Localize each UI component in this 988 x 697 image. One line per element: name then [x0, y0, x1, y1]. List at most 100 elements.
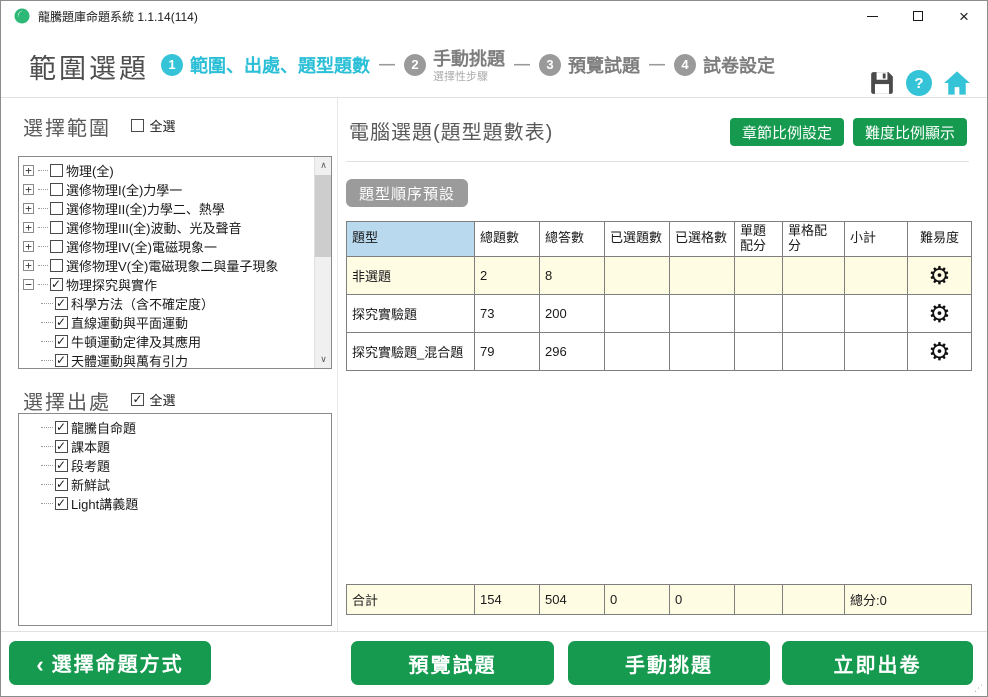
step-4[interactable]: 4 試卷設定: [674, 52, 775, 78]
cell-selected-cells[interactable]: [669, 331, 735, 371]
cell-selected-cells[interactable]: [669, 293, 735, 333]
difficulty-gear-icon[interactable]: ⚙: [928, 336, 951, 366]
tree-item[interactable]: + 選修物理II(全)力學二、熱學: [23, 199, 311, 218]
cell-points-per-cell[interactable]: [782, 293, 845, 333]
cell-total-answers: 200: [539, 293, 605, 333]
tree-checkbox[interactable]: [50, 221, 63, 234]
tree-item[interactable]: + 物理(全): [23, 161, 311, 180]
tree-checkbox[interactable]: [50, 183, 63, 196]
expand-icon[interactable]: +: [23, 260, 34, 271]
save-button[interactable]: [869, 70, 895, 96]
cell-subtotal: [844, 255, 908, 295]
left-panel: 選擇範圍 全選 + 物理(全) + 選修物理I(全)力學一: [1, 98, 338, 631]
tree-item[interactable]: + 選修物理I(全)力學一: [23, 180, 311, 199]
tree-checkbox[interactable]: [50, 164, 63, 177]
tree-item[interactable]: + 選修物理IV(全)電磁現象一: [23, 237, 311, 256]
source-checkbox[interactable]: [55, 458, 68, 472]
maximize-button[interactable]: [895, 1, 941, 31]
tree-item[interactable]: − 物理探究與實作: [23, 275, 311, 294]
tree-checkbox[interactable]: [55, 296, 68, 310]
tree-item[interactable]: + 選修物理III(全)波動、光及聲音: [23, 218, 311, 237]
table-header-row: 題型 總題數 總答數 已選題數 已選格數 單題配分 單格配分 小計 難易度: [346, 221, 972, 257]
difficulty-gear-icon[interactable]: ⚙: [928, 260, 951, 290]
source-item-label: 段考題: [71, 459, 111, 474]
source-item-label: 新鮮試: [71, 478, 111, 493]
source-select-all-checkbox[interactable]: [131, 392, 145, 406]
tree-checkbox[interactable]: [55, 353, 68, 367]
chapter-ratio-button[interactable]: 章節比例設定: [729, 118, 844, 146]
scope-select-all-checkbox[interactable]: [131, 119, 145, 132]
table-row: 探究實驗題_混合題 79 296 ⚙: [346, 331, 972, 371]
resize-grip[interactable]: ⋰: [974, 683, 983, 693]
source-checkbox[interactable]: [55, 420, 68, 434]
export-now-button[interactable]: 立即出卷: [782, 641, 973, 685]
cell-points-per-question[interactable]: [734, 293, 783, 333]
expand-icon[interactable]: +: [23, 241, 34, 252]
tree-item[interactable]: 直線運動與平面運動: [23, 313, 311, 332]
source-item[interactable]: Light講義題: [23, 494, 311, 513]
close-button[interactable]: ×: [941, 1, 987, 31]
cell-type: 探究實驗題_混合題: [346, 331, 475, 371]
cell-total-questions: 79: [474, 331, 540, 371]
tree-item[interactable]: + 選修物理V(全)電磁現象二與量子現象: [23, 256, 311, 275]
tree-checkbox[interactable]: [55, 334, 68, 348]
expand-icon[interactable]: +: [23, 203, 34, 214]
source-item[interactable]: 新鮮試: [23, 475, 311, 494]
expand-icon[interactable]: +: [23, 165, 34, 176]
scope-select-all[interactable]: 全選: [131, 116, 175, 135]
cell-selected-questions[interactable]: [604, 293, 670, 333]
cell-points-per-question[interactable]: [734, 255, 783, 295]
tree-checkbox[interactable]: [50, 202, 63, 215]
tree-item-label: 選修物理IV(全)電磁現象一: [66, 240, 217, 255]
tree-item[interactable]: 天體運動與萬有引力: [23, 351, 311, 368]
scope-tree: + 物理(全) + 選修物理I(全)力學一 + 選修物理II(全)力學二、熱學: [18, 156, 332, 369]
minimize-button[interactable]: [849, 1, 895, 31]
cell-points-per-cell[interactable]: [782, 255, 845, 295]
help-button[interactable]: ?: [906, 70, 932, 96]
collapse-icon[interactable]: −: [23, 279, 34, 290]
cell-selected-cells[interactable]: [669, 255, 735, 295]
question-type-table: 題型 總題數 總答數 已選題數 已選格數 單題配分 單格配分 小計 難易度 非選…: [346, 221, 972, 371]
col-header-selected-cells: 已選格數: [669, 221, 735, 257]
expand-icon[interactable]: +: [23, 184, 34, 195]
cell-subtotal: [844, 331, 908, 371]
tree-item[interactable]: 科學方法（含不確定度）: [23, 294, 311, 313]
step-3[interactable]: 3 預覽試題: [539, 52, 640, 78]
source-item[interactable]: 龍騰自命題: [23, 418, 311, 437]
cell-selected-questions[interactable]: [604, 255, 670, 295]
expand-icon[interactable]: +: [23, 222, 34, 233]
source-checkbox[interactable]: [55, 439, 68, 453]
source-item[interactable]: 課本題: [23, 437, 311, 456]
preview-questions-button[interactable]: 預覽試題: [351, 641, 554, 685]
cell-points-per-cell[interactable]: [782, 331, 845, 371]
scroll-up-icon[interactable]: ∧: [320, 160, 327, 170]
tree-checkbox[interactable]: [50, 259, 63, 272]
source-checkbox[interactable]: [55, 477, 68, 491]
step-dash: —: [514, 55, 530, 73]
back-to-mode-button[interactable]: ‹ 選擇命題方式: [9, 641, 211, 685]
manual-pick-button[interactable]: 手動挑題: [568, 641, 770, 685]
step-indicator: 1 範圍、出處、題型題數 — 2 手動挑題 選擇性步驟 — 3 預覽試題 — 4…: [161, 31, 775, 98]
scope-section-header: 選擇範圍 全選: [23, 112, 175, 141]
tree-checkbox[interactable]: [50, 240, 63, 253]
source-select-all[interactable]: 全選: [131, 390, 175, 409]
scroll-down-icon[interactable]: ∨: [320, 354, 327, 364]
difficulty-ratio-button[interactable]: 難度比例顯示: [852, 118, 967, 146]
tree-item[interactable]: 牛頓運動定律及其應用: [23, 332, 311, 351]
step-2[interactable]: 2 手動挑題 選擇性步驟: [404, 45, 505, 83]
source-checkbox[interactable]: [55, 496, 68, 510]
cell-total-answers: 8: [539, 255, 605, 295]
step-4-label: 試卷設定: [703, 55, 775, 76]
type-order-preset-button[interactable]: 題型順序預設: [346, 179, 469, 207]
cell-points-per-question[interactable]: [734, 331, 783, 371]
home-button[interactable]: [943, 69, 971, 97]
difficulty-gear-icon[interactable]: ⚙: [928, 298, 951, 328]
scrollbar-thumb[interactable]: [315, 175, 331, 257]
source-item[interactable]: 段考題: [23, 456, 311, 475]
tree-checkbox[interactable]: [55, 315, 68, 329]
step-1[interactable]: 1 範圍、出處、題型題數: [161, 52, 370, 78]
scope-tree-scrollbar[interactable]: ∧ ∨: [314, 157, 331, 368]
tree-checkbox[interactable]: [50, 277, 63, 291]
totals-points-per-question: [734, 584, 783, 615]
cell-selected-questions[interactable]: [604, 331, 670, 371]
